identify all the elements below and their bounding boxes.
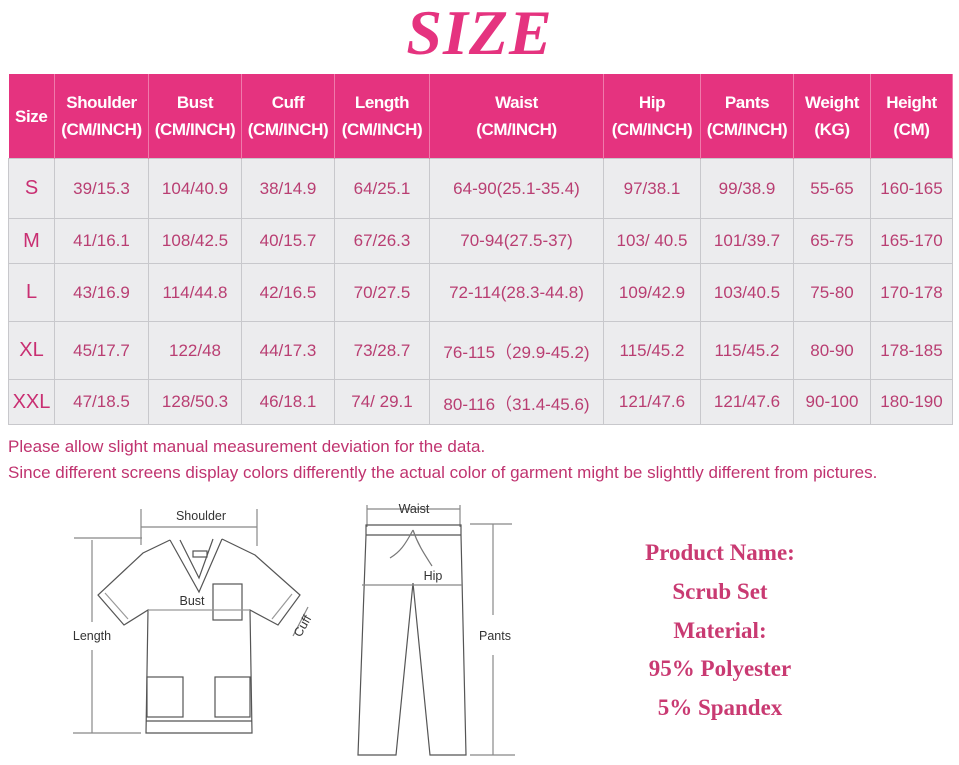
size-cell: M <box>8 218 55 264</box>
table-cell: 76-115（29.9-45.2) <box>429 321 604 380</box>
table-header-row: Size Shoulder (CM/INCH) Bust (CM/INCH) Cuff (C… <box>8 74 953 159</box>
table-cell: 114/44.8 <box>148 263 242 322</box>
table-cell: 103/40.5 <box>700 263 794 322</box>
shoulder-label: Shoulder <box>176 509 226 523</box>
waist-label: Waist <box>399 502 430 516</box>
note-deviation: Please allow slight manual measurement d… <box>8 437 486 456</box>
table-cell: 41/16.1 <box>54 218 149 264</box>
size-cell: XXL <box>8 379 55 425</box>
table-cell: 74/ 29.1 <box>334 379 430 425</box>
pants-label: Pants <box>479 629 511 643</box>
table-cell: 44/17.3 <box>241 321 335 380</box>
column-header-pants: Pants (CM/INCH) <box>700 74 794 159</box>
table-cell: 64-90(25.1-35.4) <box>429 158 604 219</box>
length-label: Length <box>73 629 111 643</box>
table-cell: 90-100 <box>793 379 871 425</box>
table-cell: 97/38.1 <box>603 158 701 219</box>
column-header-name: Length <box>354 93 410 112</box>
scrub-pants-drawing <box>357 505 515 756</box>
column-header-height: Height (CM) <box>870 74 953 159</box>
size-table: Size Shoulder (CM/INCH) Bust (CM/INCH) Cuff (C… <box>8 74 953 425</box>
table-cell: 73/28.7 <box>334 321 430 380</box>
table-cell: 55-65 <box>793 158 871 219</box>
column-header-shoulder: Shoulder (CM/INCH) <box>54 74 149 159</box>
table-cell: 39/15.3 <box>54 158 149 219</box>
material-polyester: 95% Polyester <box>648 656 792 682</box>
table-cell: 160-165 <box>870 158 953 219</box>
table-cell: 40/15.7 <box>241 218 335 264</box>
column-header-hip: Hip (CM/INCH) <box>603 74 701 159</box>
table-cell: 170-178 <box>870 263 953 322</box>
column-header-name: Weight <box>805 93 859 112</box>
column-header-name: Height <box>886 93 937 112</box>
column-header-name: Hip <box>638 93 666 112</box>
table-cell: 109/42.9 <box>603 263 701 322</box>
table-row: M 41/16.1 108/42.5 40/15.7 67/26.3 70-94(27.5… <box>8 218 953 264</box>
table-cell: 65-75 <box>793 218 871 264</box>
size-cell: L <box>8 263 55 322</box>
column-header-unit: (CM/INCH) <box>154 120 236 139</box>
column-header-waist: Waist (CM/INCH) <box>429 74 604 159</box>
table-cell: 38/14.9 <box>241 158 335 219</box>
column-header-name: Shoulder <box>66 93 137 112</box>
table-cell: 42/16.5 <box>241 263 335 322</box>
table-cell: 108/42.5 <box>148 218 242 264</box>
column-header-length: Length (CM/INCH) <box>334 74 430 159</box>
column-header-unit: (CM/INCH) <box>706 120 788 139</box>
table-cell: 115/45.2 <box>603 321 701 380</box>
table-cell: 80-116（31.4-45.6) <box>429 379 604 425</box>
product-name-label: Product Name: <box>645 540 795 565</box>
table-cell: 128/50.3 <box>148 379 242 425</box>
table-cell: 180-190 <box>870 379 953 425</box>
column-header-cuff: Cuff (CM/INCH) <box>241 74 335 159</box>
table-cell: 80-90 <box>793 321 871 380</box>
cuff-label: Cuff <box>291 612 315 639</box>
column-header-unit: (CM/INCH) <box>247 120 329 139</box>
page-title: SIZE <box>406 0 553 68</box>
hip-label: Hip <box>424 569 443 583</box>
table-cell: 70/27.5 <box>334 263 430 322</box>
product-name: Scrub Set <box>672 578 768 604</box>
column-header-name: Cuff <box>271 93 305 112</box>
notes: Please allow slight manual measurement d… <box>8 434 948 485</box>
table-cell: 45/17.7 <box>54 321 149 380</box>
table-row: XXL 47/18.5 128/50.3 46/18.1 74/ 29.1 80-116（… <box>8 379 953 425</box>
column-header-weight: Weight (KG) <box>793 74 871 159</box>
column-header-bust: Bust (CM/INCH) <box>148 74 242 159</box>
table-cell: 67/26.3 <box>334 218 430 264</box>
table-cell: 70-94(27.5-37) <box>429 218 604 264</box>
column-header-unit: (CM/INCH) <box>341 120 423 139</box>
column-header-unit: (CM/INCH) <box>476 120 557 139</box>
table-cell: 99/38.9 <box>700 158 794 219</box>
column-header-unit: (CM/INCH) <box>61 120 142 139</box>
scrub-top-drawing <box>73 509 309 734</box>
column-header-name: Bust <box>176 93 214 112</box>
note-color: Since different screens display colors d… <box>8 462 878 482</box>
size-cell: XL <box>8 321 55 380</box>
table-cell: 122/48 <box>148 321 242 380</box>
table-cell: 43/16.9 <box>54 263 149 322</box>
table-row: XL 45/17.7 122/48 44/17.3 73/28.7 76-115（29.9… <box>8 321 953 380</box>
table-cell: 46/18.1 <box>241 379 335 425</box>
column-header-name: Size <box>15 106 48 126</box>
table-cell: 121/47.6 <box>700 379 794 425</box>
column-header-name: Waist <box>495 93 538 112</box>
column-header-unit: (CM/INCH) <box>611 120 693 139</box>
size-cell: S <box>8 158 55 219</box>
table-cell: 115/45.2 <box>700 321 794 380</box>
table-row: L 43/16.9 114/44.8 42/16.5 70/27.5 72-114(28.… <box>8 263 953 322</box>
bust-label: Bust <box>179 594 205 608</box>
table-cell: 121/47.6 <box>603 379 701 425</box>
material-spandex: 5% Spandex <box>657 695 783 721</box>
material-label: Material: <box>673 617 767 643</box>
table-cell: 72-114(28.3-44.8) <box>429 263 604 322</box>
column-header-unit: (CM) <box>893 120 930 139</box>
column-header-size: Size <box>8 74 55 159</box>
table-cell: 47/18.5 <box>54 379 149 425</box>
product-info: Product Name: Scrub Set Material: 95% Po… <box>600 534 840 728</box>
column-header-unit: (KG) <box>814 120 850 139</box>
column-header-name: Pants <box>724 93 770 112</box>
table-cell: 101/39.7 <box>700 218 794 264</box>
